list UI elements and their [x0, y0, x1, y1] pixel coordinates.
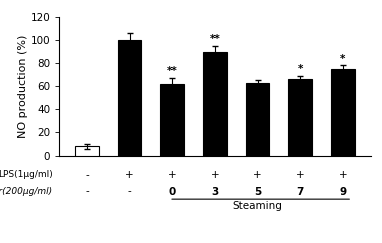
Bar — [118, 40, 141, 156]
Text: *: * — [340, 54, 345, 64]
Text: -: - — [128, 187, 131, 197]
Text: 9: 9 — [339, 187, 346, 197]
Text: +: + — [210, 170, 219, 180]
Y-axis label: NO production (%): NO production (%) — [18, 35, 28, 138]
Text: 5: 5 — [254, 187, 261, 197]
Text: 0: 0 — [168, 187, 176, 197]
Text: LPS(1μg/ml): LPS(1μg/ml) — [0, 170, 53, 179]
Bar — [203, 52, 227, 156]
Text: Steaming: Steaming — [233, 201, 282, 211]
Text: **: ** — [209, 34, 220, 44]
Text: Pr(200μg/ml): Pr(200μg/ml) — [0, 187, 53, 196]
Text: 3: 3 — [211, 187, 219, 197]
Text: +: + — [253, 170, 262, 180]
Bar — [246, 83, 269, 156]
Text: +: + — [296, 170, 304, 180]
Bar — [160, 84, 184, 156]
Bar — [331, 69, 354, 156]
Text: -: - — [85, 170, 89, 180]
Text: +: + — [168, 170, 176, 180]
Text: +: + — [338, 170, 347, 180]
Text: 7: 7 — [296, 187, 304, 197]
Bar — [75, 146, 99, 156]
Text: **: ** — [167, 66, 178, 77]
Text: *: * — [298, 64, 303, 74]
Text: -: - — [85, 187, 89, 197]
Bar — [288, 79, 312, 156]
Text: +: + — [125, 170, 134, 180]
